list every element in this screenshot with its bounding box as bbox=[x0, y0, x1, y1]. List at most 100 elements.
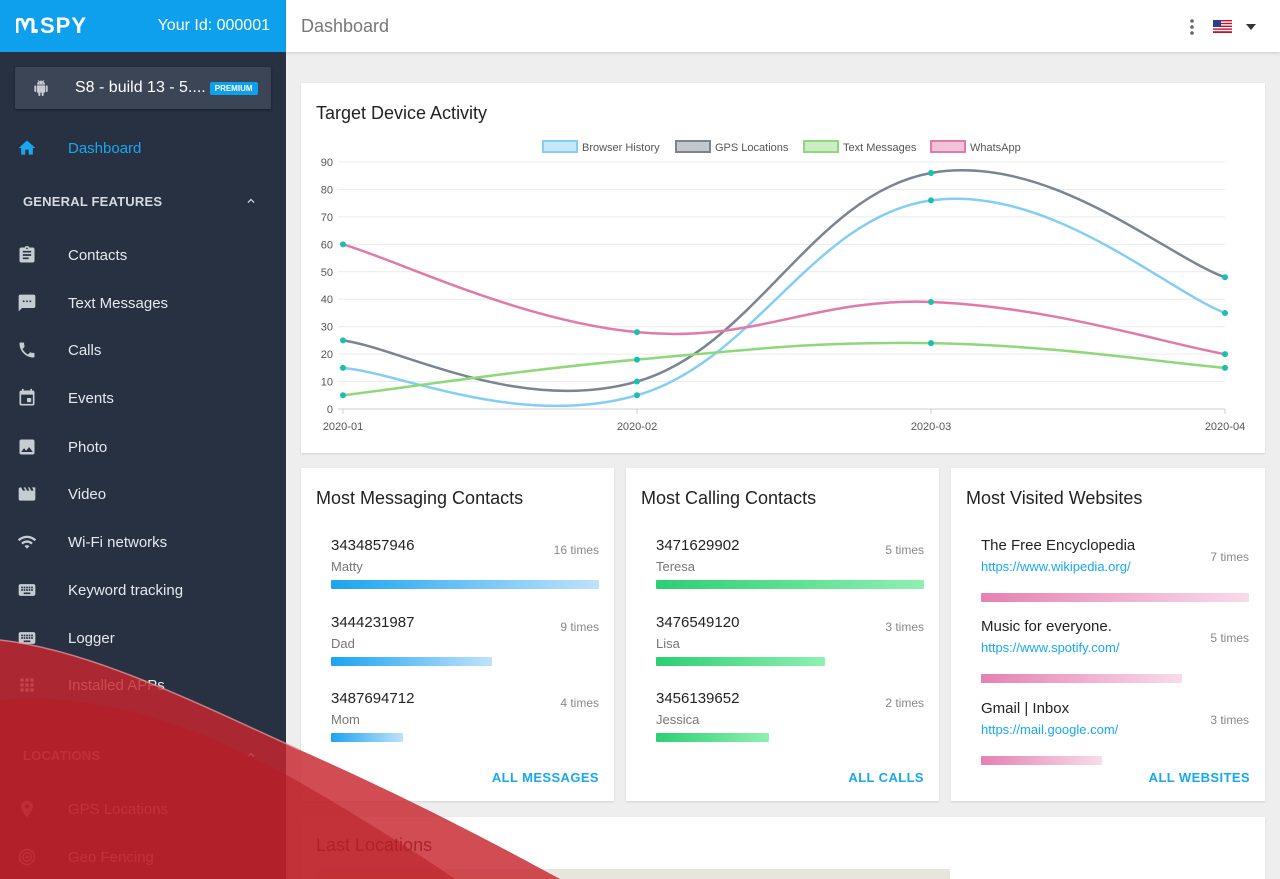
site-link[interactable]: https://www.wikipedia.org/ bbox=[981, 559, 1131, 574]
sidebar-item-photo[interactable]: Photo bbox=[0, 425, 286, 469]
home-icon bbox=[17, 138, 37, 158]
sidebar-item-label: Text Messages bbox=[68, 294, 169, 312]
message-icon bbox=[17, 293, 37, 313]
sidebar-item-dashboard[interactable]: Dashboard bbox=[0, 126, 286, 170]
sidebar-item-label: Keyword tracking bbox=[68, 581, 184, 599]
list-item[interactable]: The Free Encyclopedia https://www.wikipe… bbox=[981, 537, 1249, 609]
legend-label: WhatsApp bbox=[970, 142, 1021, 154]
logo[interactable]: SPY bbox=[16, 13, 87, 39]
calendar-icon bbox=[17, 388, 37, 408]
site-link[interactable]: https://mail.google.com/ bbox=[981, 722, 1119, 737]
phone-icon bbox=[17, 340, 37, 360]
caret-down-icon[interactable] bbox=[1246, 24, 1256, 30]
device-name: S8 - build 13 - 5.... bbox=[75, 79, 206, 96]
site-name: Music for everyone. bbox=[981, 618, 1112, 635]
legend-swatch bbox=[930, 140, 966, 153]
list-item[interactable]: Music for everyone. https://www.spotify.… bbox=[981, 618, 1249, 690]
sidebar-item-calls[interactable]: Calls bbox=[0, 328, 286, 372]
device-selector[interactable]: S8 - build 13 - 5.... PREMIUM bbox=[15, 67, 271, 109]
sidebar-item-wifi-networks[interactable]: Wi-Fi networks bbox=[0, 520, 286, 564]
series-line bbox=[342, 169, 1226, 393]
contact-name: Matty bbox=[331, 559, 363, 574]
sidebar-item-label: Photo bbox=[68, 438, 108, 456]
list-item[interactable]: 3487694712 Mom 4 times bbox=[331, 690, 599, 762]
sidebar-item-keyword-tracking[interactable]: Keyword tracking bbox=[0, 568, 286, 612]
sidebar-item-label: Installed APPs bbox=[68, 676, 165, 694]
count-bar bbox=[331, 580, 599, 589]
geofence-icon bbox=[17, 847, 37, 867]
contact-name: Mom bbox=[331, 712, 360, 727]
data-point bbox=[1222, 274, 1228, 281]
legend-swatch bbox=[542, 140, 578, 153]
activity-line-chart: 0 10 20 30 40 50 60 70 80 90 2020-01 2020-02 2020-03… bbox=[321, 140, 1245, 433]
series-line bbox=[342, 341, 1226, 397]
sidebar-item-label: Calls bbox=[68, 341, 102, 359]
site-link[interactable]: https://www.spotify.com/ bbox=[981, 640, 1120, 655]
y-tick-label: 50 bbox=[321, 267, 333, 279]
sidebar-item-installed-apps[interactable]: Installed APPs bbox=[0, 663, 286, 707]
contact-name: Jessica bbox=[656, 712, 700, 727]
count-label: 16 times bbox=[553, 543, 599, 557]
sidebar-item-text-messages[interactable]: Text Messages bbox=[0, 281, 286, 325]
contact-name: Dad bbox=[331, 636, 355, 651]
y-tick-label: 70 bbox=[321, 212, 333, 224]
count-label: 3 times bbox=[1210, 713, 1249, 727]
data-point bbox=[340, 337, 346, 344]
sidebar-item-geo-fencing[interactable]: Geo Fencing bbox=[0, 835, 286, 879]
chevron-up-icon[interactable] bbox=[244, 194, 258, 208]
count-label: 3 times bbox=[885, 620, 924, 634]
list-item[interactable]: 3471629902 Teresa 5 times bbox=[656, 537, 924, 609]
calling-contacts-card: Most Calling Contacts 3471629902 Teresa … bbox=[626, 468, 939, 801]
y-tick-label: 10 bbox=[321, 377, 333, 389]
all-messages-button[interactable]: ALL MESSAGES bbox=[491, 770, 599, 785]
sidebar-item-gps-locations[interactable]: GPS Locations bbox=[0, 787, 286, 831]
list-item[interactable]: 3456139652 Jessica 2 times bbox=[656, 690, 924, 762]
all-websites-button[interactable]: ALL WEBSITES bbox=[1148, 770, 1250, 785]
contact-name: Teresa bbox=[656, 559, 696, 574]
sidebar-item-contacts[interactable]: Contacts bbox=[0, 233, 286, 277]
count-label: 5 times bbox=[1210, 631, 1249, 645]
map[interactable] bbox=[316, 869, 950, 879]
list-item[interactable]: 3444231987 Dad 9 times bbox=[331, 614, 599, 686]
y-tick-label: 20 bbox=[321, 349, 333, 361]
data-point bbox=[340, 364, 346, 371]
x-tick-label: 2020-03 bbox=[911, 421, 951, 433]
x-tick-label: 2020-04 bbox=[1205, 421, 1245, 433]
series-line bbox=[342, 243, 1226, 356]
chart-title: Target Device Activity bbox=[316, 103, 488, 123]
legend-label: Browser History bbox=[582, 142, 660, 154]
data-point bbox=[634, 392, 640, 399]
sidebar-item-label: Dashboard bbox=[68, 139, 142, 157]
brand-bar: SPY Your Id: 000001 bbox=[0, 0, 286, 52]
site-name: Gmail | Inbox bbox=[981, 700, 1070, 717]
video-icon bbox=[17, 484, 37, 504]
us-flag-icon[interactable] bbox=[1213, 20, 1232, 33]
count-bar bbox=[656, 657, 825, 666]
general-features-title: GENERAL FEATURES bbox=[23, 194, 163, 209]
keyboard-icon bbox=[17, 580, 37, 600]
more-vert-icon[interactable] bbox=[1187, 18, 1197, 36]
data-point bbox=[634, 356, 640, 363]
contact-number: 3444231987 bbox=[331, 614, 415, 631]
list-item[interactable]: 3476549120 Lisa 3 times bbox=[656, 614, 924, 686]
list-item[interactable]: Gmail | Inbox https://mail.google.com/ 3… bbox=[981, 700, 1249, 772]
sidebar-item-label: Logger bbox=[68, 629, 115, 647]
sidebar-item-label: Wi-Fi networks bbox=[68, 533, 168, 551]
data-point bbox=[928, 340, 934, 347]
data-point bbox=[340, 241, 346, 248]
location-pin-icon bbox=[17, 799, 37, 819]
all-calls-button[interactable]: ALL CALLS bbox=[848, 770, 924, 785]
logo-text: SPY bbox=[40, 13, 88, 38]
contact-number: 3476549120 bbox=[656, 614, 740, 631]
contact-name: Lisa bbox=[656, 636, 680, 651]
list-item[interactable]: 3434857946 Matty 16 times bbox=[331, 537, 599, 609]
user-id: Your Id: 000001 bbox=[157, 17, 270, 34]
count-bar bbox=[981, 756, 1102, 765]
sidebar-item-video[interactable]: Video bbox=[0, 472, 286, 516]
sidebar-item-events[interactable]: Events bbox=[0, 376, 286, 420]
sidebar-item-logger[interactable]: Logger bbox=[0, 616, 286, 660]
data-point bbox=[1222, 351, 1228, 358]
data-point bbox=[634, 378, 640, 385]
chevron-up-icon[interactable] bbox=[244, 748, 258, 762]
sidebar-item-label: Events bbox=[68, 389, 114, 407]
